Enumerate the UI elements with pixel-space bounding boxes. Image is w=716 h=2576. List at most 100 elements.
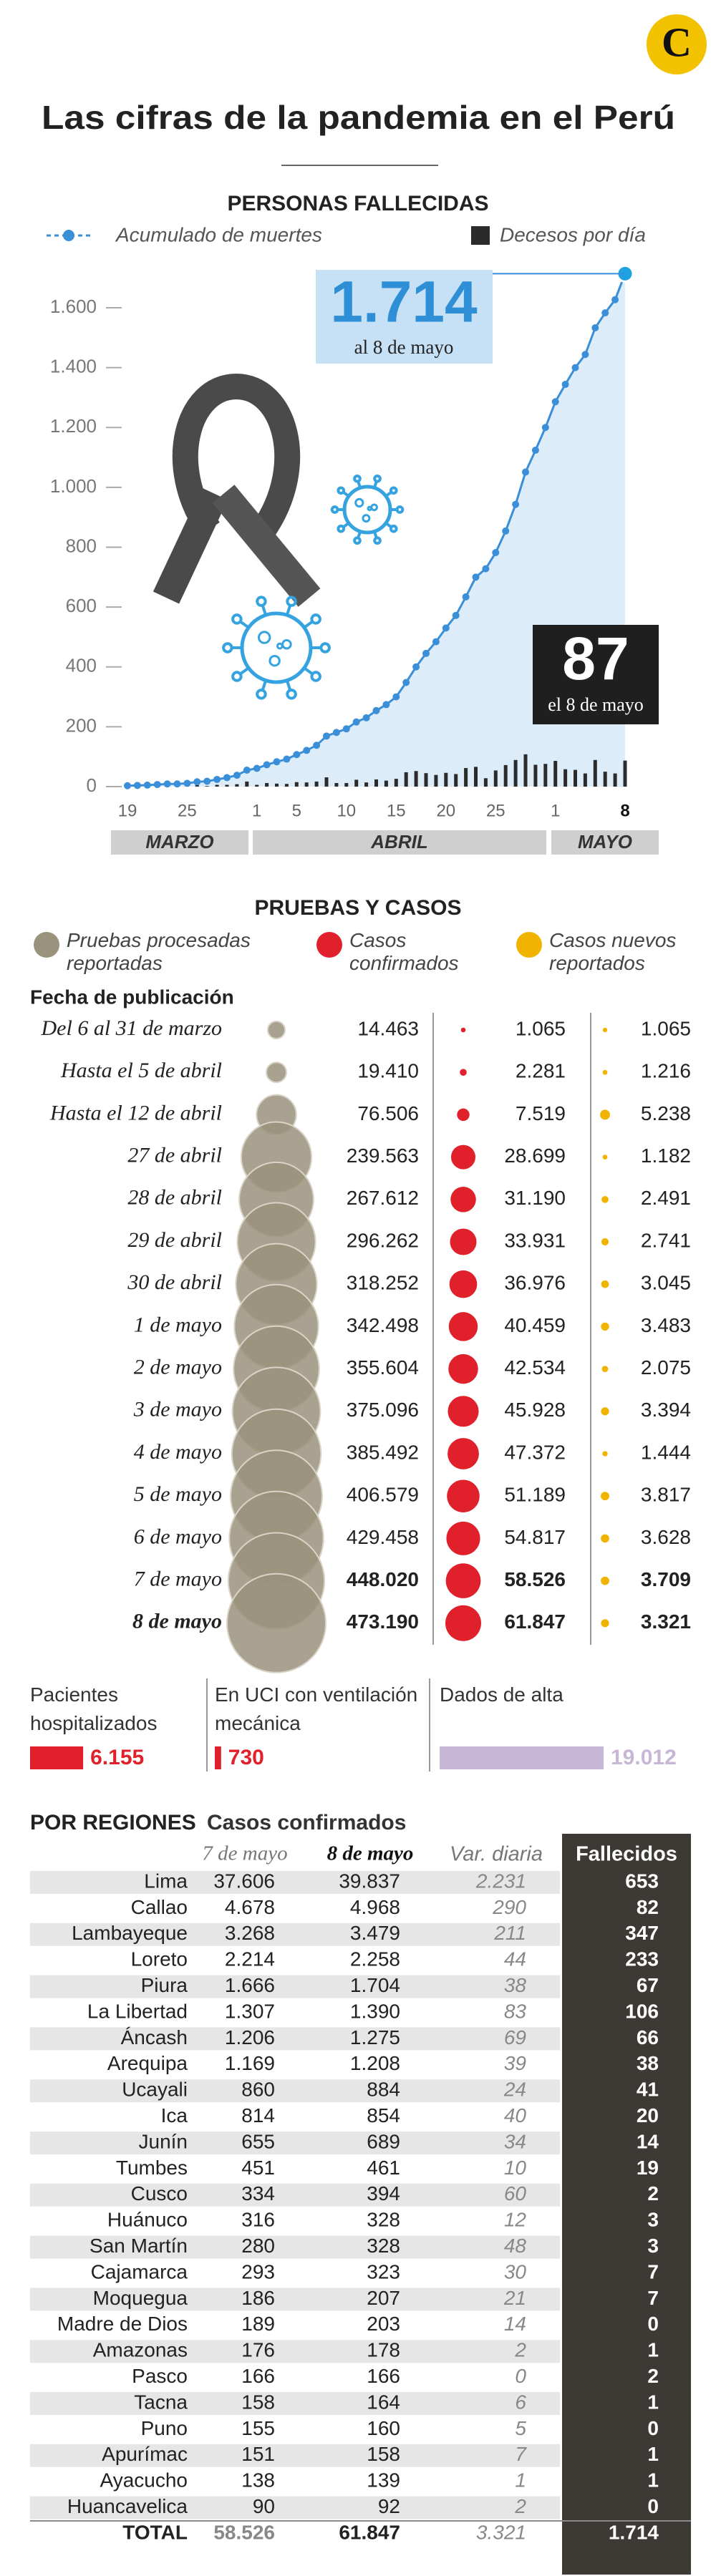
bubble: [447, 1479, 480, 1512]
point: [611, 296, 619, 303]
virus-body: [240, 611, 313, 684]
value-label: 3.321: [641, 1610, 691, 1633]
table-cell: 1.275: [350, 2026, 400, 2048]
table-cell: 189: [241, 2313, 275, 2335]
bar: [583, 773, 587, 787]
bubble: [601, 1534, 609, 1543]
bar: [195, 784, 199, 787]
chart-title: PERSONAS FALLECIDAS: [227, 192, 488, 215]
bubble: [602, 1069, 608, 1075]
value-label: 473.190: [347, 1610, 419, 1633]
ribbon-icon: [153, 373, 321, 607]
table-cell: 1: [647, 2339, 659, 2361]
region-name: Huánuco: [107, 2209, 188, 2231]
table-cell: 3.268: [225, 1922, 275, 1944]
page-title: Las cifras de la pandemia en el Perú: [42, 99, 675, 136]
row-label: 29 de abril: [127, 1228, 222, 1252]
bar: [444, 772, 448, 787]
point: [581, 351, 589, 359]
point: [153, 781, 161, 789]
table-cell: 3.479: [350, 1922, 400, 1944]
area: [127, 273, 625, 787]
bar: [314, 781, 319, 787]
point: [203, 777, 211, 785]
point: [303, 747, 311, 754]
region-name: Madre de Dios: [57, 2313, 188, 2335]
table-cell: 814: [241, 2104, 275, 2127]
bubble: [601, 1492, 609, 1501]
bar: [454, 774, 458, 787]
table-cell: 884: [367, 2079, 400, 2101]
value-label: 1.444: [641, 1441, 691, 1463]
value-label: 19.012: [611, 1746, 677, 1769]
table-cell: 280: [241, 2235, 275, 2257]
region-name: Ica: [161, 2104, 188, 2127]
row-label: 7 de mayo: [134, 1567, 222, 1590]
point: [243, 767, 251, 774]
virus-dot: [281, 638, 292, 650]
table-cell: 290: [492, 1896, 526, 1918]
y-tick-label: 1.400: [50, 356, 97, 377]
region-name: Huancavelica: [67, 2495, 188, 2517]
table-cell: 61.847: [339, 2521, 400, 2543]
bar: [623, 760, 627, 787]
table-cell: 7: [647, 2260, 659, 2283]
table-cell: 2: [514, 2339, 526, 2361]
point: [352, 718, 360, 726]
table-cell: 394: [367, 2182, 400, 2205]
bar: [334, 782, 339, 787]
region-name: San Martín: [90, 2235, 188, 2257]
point: [422, 649, 430, 657]
virus-tip: [231, 613, 243, 625]
table-cell: 2.214: [225, 1948, 275, 1970]
virus-tip: [395, 505, 405, 514]
value-label: 5.238: [641, 1102, 691, 1124]
point: [193, 778, 201, 786]
bubble: [448, 1396, 479, 1427]
table-cell: 151: [241, 2443, 275, 2465]
table-cell: 653: [625, 1870, 659, 1892]
point: [512, 500, 520, 508]
row-label: 8 de mayo: [132, 1610, 222, 1633]
month-band: [551, 830, 659, 855]
callout-note: al 8 de mayo: [354, 336, 454, 358]
deaths-column: [562, 1834, 691, 2575]
callout-value: 87: [562, 625, 629, 692]
virus-dot: [354, 497, 364, 508]
row-header: Fecha de publicación: [30, 986, 234, 1008]
table-cell: 1: [647, 2469, 659, 2492]
legend-dot: [516, 932, 542, 958]
value-label: 1.216: [641, 1060, 691, 1082]
row-label: 2 de mayo: [134, 1355, 222, 1379]
virus-tip: [319, 642, 331, 653]
value-label: 14.463: [357, 1017, 419, 1039]
table-cell: 1: [647, 2443, 659, 2465]
table-cell: 21: [503, 2287, 526, 2309]
table-cell: 5: [515, 2417, 526, 2439]
bubble: [450, 1187, 476, 1212]
table-cell: 328: [367, 2235, 400, 2257]
bubble: [445, 1605, 481, 1641]
bubble: [446, 1521, 480, 1555]
table-cell: 316: [241, 2209, 275, 2231]
table-cell: 203: [367, 2313, 400, 2335]
table-cell: 7: [647, 2287, 659, 2309]
virus-tip: [310, 671, 321, 682]
table-cell: 58.526: [213, 2521, 275, 2543]
table-cell: 40: [504, 2104, 527, 2127]
x-tick-label: 1: [551, 801, 560, 820]
point: [332, 729, 340, 737]
table-cell: 20: [637, 2104, 659, 2127]
table-cell: 860: [241, 2079, 275, 2101]
bubble: [266, 1020, 286, 1040]
point: [313, 742, 321, 749]
bubble: [448, 1438, 479, 1469]
stat-label: En UCI con ventilación mecánica: [215, 1683, 418, 1734]
point: [263, 761, 271, 769]
ribbon-tail: [212, 485, 321, 607]
row-shade: [30, 2288, 560, 2311]
value-label: 3.817: [641, 1484, 691, 1506]
row-label: 1 de mayo: [134, 1313, 222, 1336]
